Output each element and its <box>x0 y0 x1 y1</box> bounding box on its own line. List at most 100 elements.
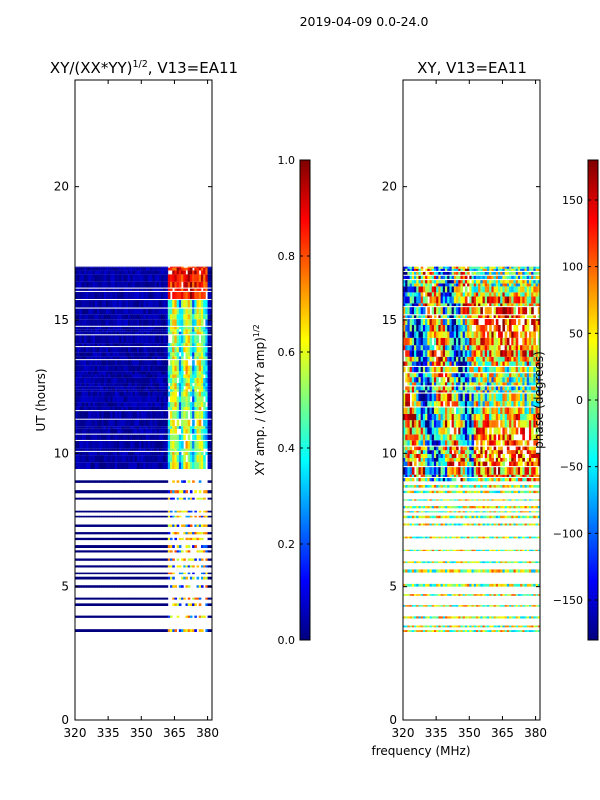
left-heatmap-cell <box>154 308 158 315</box>
right-heatmap-cell <box>495 625 499 628</box>
left-heatmap-cell <box>145 406 149 411</box>
left-heatmap-cell <box>86 308 89 315</box>
left-heatmap-cell <box>147 597 151 600</box>
left-heatmap-cell <box>192 389 195 392</box>
right-heatmap-cell <box>533 549 536 552</box>
right-heatmap-cell <box>517 490 521 494</box>
left-heatmap-cell <box>141 615 144 618</box>
left-heatmap-cell <box>143 480 147 483</box>
left-heatmap-cell <box>172 335 175 344</box>
left-heatmap-cell <box>178 331 182 335</box>
right-heatmap-cell <box>411 594 415 596</box>
left-heatmap-cell <box>152 532 155 535</box>
left-heatmap-cell <box>203 497 206 500</box>
left-heatmap-cell <box>88 545 91 548</box>
left-heatmap-cell <box>132 343 136 347</box>
right-heatmap-cell <box>449 549 453 552</box>
left-heatmap-cell <box>170 308 173 315</box>
left-heatmap-cell <box>172 515 175 518</box>
left-heatmap-cell <box>121 411 125 419</box>
right-heatmap-cell <box>482 499 486 501</box>
left-heatmap-cell <box>209 383 212 387</box>
left-heatmap-cell <box>161 288 164 291</box>
left-heatmap-cell <box>205 266 208 268</box>
left-heatmap-cell <box>145 480 149 483</box>
right-heatmap-cell <box>418 490 422 494</box>
left-heatmap-cell <box>75 629 78 632</box>
left-heatmap-cell <box>165 428 169 434</box>
left-heatmap-cell <box>185 319 189 326</box>
left-heatmap-cell <box>154 360 158 366</box>
left-heatmap-cell <box>132 335 136 344</box>
left-heatmap-cell <box>116 300 120 308</box>
left-heatmap-cell <box>92 383 96 387</box>
right-heatmap-cell <box>405 474 408 477</box>
left-heatmap-cell <box>90 383 94 387</box>
left-heatmap-cell <box>143 524 147 527</box>
left-heatmap-cell <box>156 274 160 282</box>
left-heatmap-cell <box>170 615 173 618</box>
left-heatmap-cell <box>178 308 182 315</box>
left-heatmap-cell <box>83 288 87 291</box>
left-heatmap-cell <box>189 448 193 451</box>
left-heatmap-cell <box>119 270 122 275</box>
left-heatmap-cell <box>194 455 197 463</box>
right-heatmap-cell <box>460 569 464 573</box>
left-heatmap-cell <box>185 356 189 360</box>
left-heatmap-cell <box>152 490 155 494</box>
left-heatmap-cell <box>110 374 113 378</box>
right-heatmap-cell <box>528 499 532 501</box>
left-heatmap-cell <box>88 352 91 357</box>
left-heatmap-cell <box>143 558 147 561</box>
left-heatmap-cell <box>97 426 100 429</box>
left-heatmap-cell <box>77 497 80 500</box>
left-heatmap-cell <box>108 374 111 378</box>
left-heatmap-cell <box>101 291 105 299</box>
left-heatmap-cell <box>105 448 109 451</box>
left-heatmap-cell <box>108 377 111 384</box>
left-heatmap-cell <box>165 615 169 618</box>
left-heatmap-cell <box>77 291 80 299</box>
left-heatmap-cell <box>108 389 111 392</box>
right-heatmap-cell <box>511 594 514 596</box>
left-heatmap-cell <box>119 576 122 580</box>
left-heatmap-cell <box>205 308 208 315</box>
left-heatmap-cell <box>105 629 109 632</box>
left-heatmap-cell <box>183 329 186 332</box>
left-heatmap-cell <box>112 440 116 449</box>
left-heatmap-cell <box>112 288 116 291</box>
right-heatmap-cell <box>515 549 519 552</box>
left-heatmap-cell <box>141 331 144 335</box>
left-heatmap-cell <box>128 291 131 299</box>
right-heatmap-cell <box>442 474 446 477</box>
right-heatmap-cell <box>513 474 517 477</box>
right-heatmap-cell <box>513 515 517 519</box>
left-heatmap-cell <box>198 532 202 535</box>
left-heatmap-cell <box>139 558 142 561</box>
left-heatmap-cell <box>75 406 78 411</box>
right-heatmap-cell <box>484 536 488 539</box>
right-heatmap-cell <box>438 549 441 552</box>
left-heatmap-cell <box>139 266 142 268</box>
left-heatmap-cell <box>116 352 120 357</box>
left-heatmap-cell <box>92 374 96 378</box>
left-heatmap-row <box>75 524 212 527</box>
right-heatmap-cell <box>458 499 461 501</box>
right-heatmap-cell <box>416 536 419 539</box>
left-heatmap-cell <box>81 365 85 372</box>
right-heatmap-cell <box>537 515 540 519</box>
left-heatmap-cell <box>121 406 125 411</box>
left-heatmap-cell <box>163 455 166 463</box>
left-heatmap-cell <box>163 347 166 353</box>
left-heatmap-cell <box>176 274 180 282</box>
left-heatmap-cell <box>189 615 193 618</box>
left-heatmap-cell <box>116 451 120 456</box>
left-heatmap-cell <box>132 274 136 282</box>
left-heatmap-cell <box>121 300 125 308</box>
left-heatmap-cell <box>132 396 136 403</box>
left-heatmap-cell <box>119 545 122 548</box>
left-heatmap-cell <box>194 326 197 330</box>
left-heatmap-cell <box>200 331 204 335</box>
right-heatmap-cell <box>486 467 490 475</box>
left-heatmap-cell <box>101 451 105 456</box>
